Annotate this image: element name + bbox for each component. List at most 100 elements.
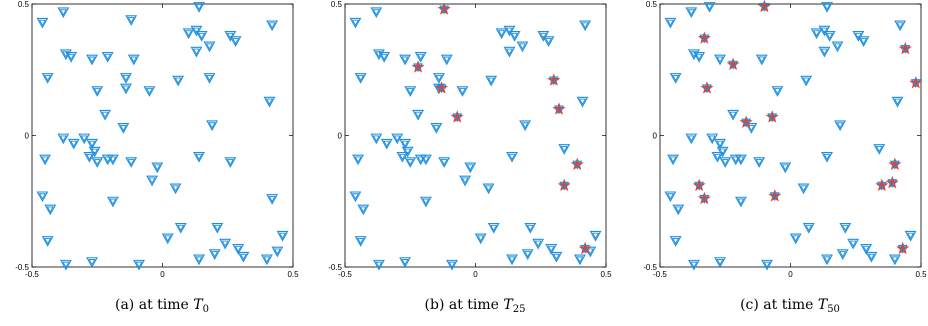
point-marker: [396, 151, 409, 163]
highlighted-point-marker: [578, 241, 592, 255]
point-marker: [412, 109, 425, 121]
point-marker: [831, 41, 844, 53]
point-marker: [440, 54, 453, 66]
point-marker: [818, 46, 831, 58]
point-marker: [419, 154, 432, 166]
point-marker: [224, 157, 237, 168]
point-marker: [232, 244, 245, 255]
point-marker: [576, 96, 589, 108]
point-marker: [127, 54, 140, 66]
point-marker: [888, 254, 901, 266]
point-marker: [219, 238, 232, 250]
point-marker: [349, 17, 362, 29]
highlighted-point-marker: [697, 191, 711, 205]
highlighted-point-marker: [765, 110, 779, 123]
highlighted-point-marker: [739, 115, 753, 128]
point-marker: [193, 2, 205, 13]
point-marker: [78, 133, 91, 145]
point-marker: [664, 191, 677, 203]
point-marker: [755, 54, 768, 66]
point-marker: [753, 157, 766, 168]
point-marker: [399, 54, 411, 66]
point-marker: [579, 20, 592, 32]
caption-subscript: 0: [203, 304, 209, 315]
point-marker: [714, 54, 726, 66]
highlighted-point-marker: [557, 178, 571, 191]
point-marker: [419, 196, 432, 208]
highlighted-point-marker: [726, 57, 740, 71]
x-tick-label: 0.5: [287, 270, 299, 279]
point-marker: [495, 28, 508, 40]
highlighted-point-marker: [875, 178, 889, 191]
point-marker: [823, 31, 836, 42]
point-marker: [745, 123, 758, 134]
point-marker: [125, 157, 138, 168]
point-marker: [271, 246, 284, 258]
point-marker: [372, 259, 385, 271]
point-marker: [39, 154, 51, 166]
point-marker: [203, 41, 216, 53]
point-marker: [229, 36, 242, 47]
point-marker: [59, 259, 72, 271]
point-marker: [370, 133, 383, 145]
point-marker: [438, 157, 451, 168]
point-marker: [779, 162, 792, 174]
point-marker: [589, 230, 602, 242]
point-marker: [237, 251, 250, 263]
scatter-panel-2: -0.5 0 0.5 0.5 0 -0.5 (c) at time T50: [643, 0, 927, 315]
x-tick-label: 0: [473, 270, 478, 279]
point-marker: [558, 144, 571, 155]
point-marker: [706, 133, 719, 145]
point-marker: [734, 154, 747, 166]
point-marker: [550, 251, 563, 263]
point-marker: [169, 183, 182, 195]
point-marker: [719, 157, 732, 168]
point-marker: [190, 25, 203, 37]
point-marker: [91, 86, 104, 97]
point-marker: [172, 75, 185, 87]
point-marker: [487, 223, 500, 234]
point-marker: [506, 254, 518, 266]
y-tick-label: -0.5: [15, 263, 29, 272]
point-marker: [761, 259, 773, 271]
point-marker: [120, 83, 132, 95]
x-tick-label: 0: [160, 270, 165, 279]
point-marker: [193, 151, 205, 163]
point-marker: [446, 259, 458, 271]
point-marker: [716, 146, 729, 158]
panel-caption: (c) at time T50: [740, 297, 840, 315]
point-marker: [133, 259, 145, 271]
scatter-panel-0: -0.5 0 0.50.50-0.5(a) at time T0: [15, 0, 299, 315]
point-marker: [503, 25, 516, 37]
point-marker: [352, 154, 364, 166]
point-marker: [206, 120, 219, 132]
point-marker: [687, 259, 700, 271]
point-marker: [797, 183, 810, 195]
point-marker: [664, 17, 677, 29]
point-marker: [508, 31, 521, 42]
point-marker: [182, 28, 195, 40]
point-marker: [821, 254, 833, 266]
y-tick-label: 0.5: [18, 0, 30, 9]
y-tick-label: 0.5: [331, 0, 343, 9]
point-marker: [391, 133, 404, 145]
point-marker: [91, 157, 104, 168]
caption-prefix: (b) at time: [425, 297, 504, 313]
point-marker: [174, 223, 187, 234]
point-marker: [120, 73, 132, 84]
plot-frame: [344, 3, 607, 268]
caption-symbol: T: [503, 297, 514, 313]
highlighted-point-marker: [692, 178, 706, 191]
highlighted-point-marker: [888, 157, 902, 170]
caption-subscript: 50: [827, 304, 840, 315]
panel-caption: (b) at time T25: [425, 297, 526, 315]
point-marker: [404, 86, 417, 97]
caption-prefix: (c) at time: [740, 297, 818, 313]
point-marker: [839, 223, 852, 234]
caption-symbol: T: [818, 297, 829, 313]
point-marker: [117, 123, 130, 134]
point-marker: [464, 162, 477, 174]
point-marker: [521, 249, 534, 260]
point-marker: [789, 233, 802, 245]
